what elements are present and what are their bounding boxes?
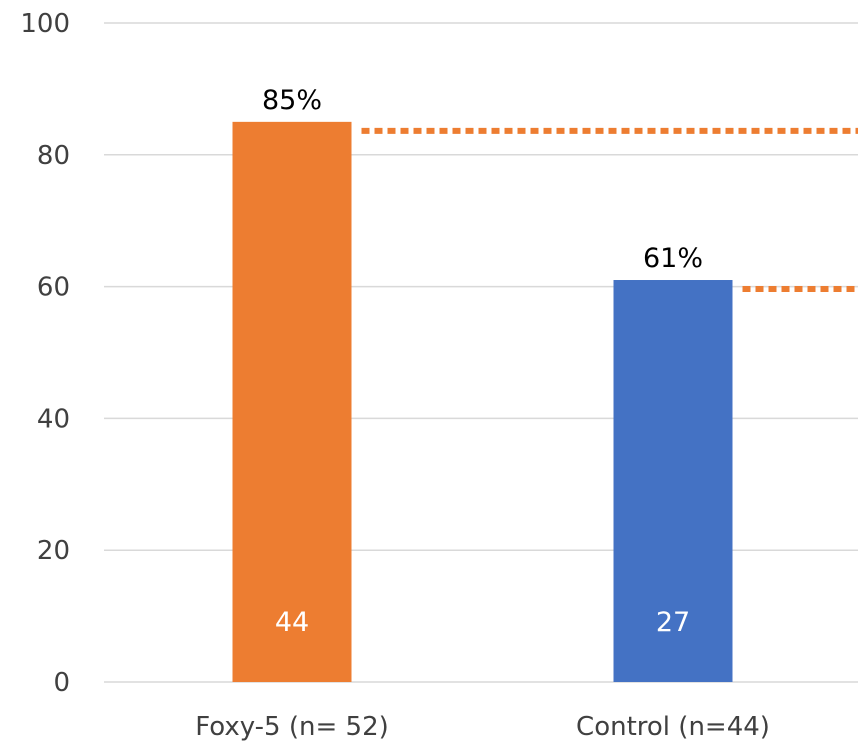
y-axis-ticks: 0 20 40 60 80 100 <box>20 9 70 698</box>
x-category-label: Foxy-5 (n= 52) <box>195 712 389 742</box>
gridlines <box>104 22 858 683</box>
y-tick-label: 60 <box>37 273 70 303</box>
bar <box>613 280 733 682</box>
x-axis-categories: Foxy-5 (n= 52) Control (n=44) <box>195 712 770 742</box>
reference-lines <box>361 127 858 293</box>
bar-value-label: 85% <box>262 85 322 116</box>
data-labels: 85% 44 61% 27 <box>262 85 703 638</box>
x-category-label: Control (n=44) <box>576 712 770 742</box>
y-tick-label: 80 <box>37 141 70 171</box>
y-tick-label: 100 <box>20 9 70 39</box>
bar-count-label: 27 <box>656 607 690 638</box>
y-tick-label: 40 <box>37 404 70 434</box>
bars <box>232 121 733 683</box>
bar-value-label: 61% <box>643 243 703 274</box>
bar-count-label: 44 <box>275 607 309 638</box>
y-tick-label: 0 <box>53 668 70 698</box>
y-tick-label: 20 <box>37 536 70 566</box>
bar <box>232 121 352 683</box>
